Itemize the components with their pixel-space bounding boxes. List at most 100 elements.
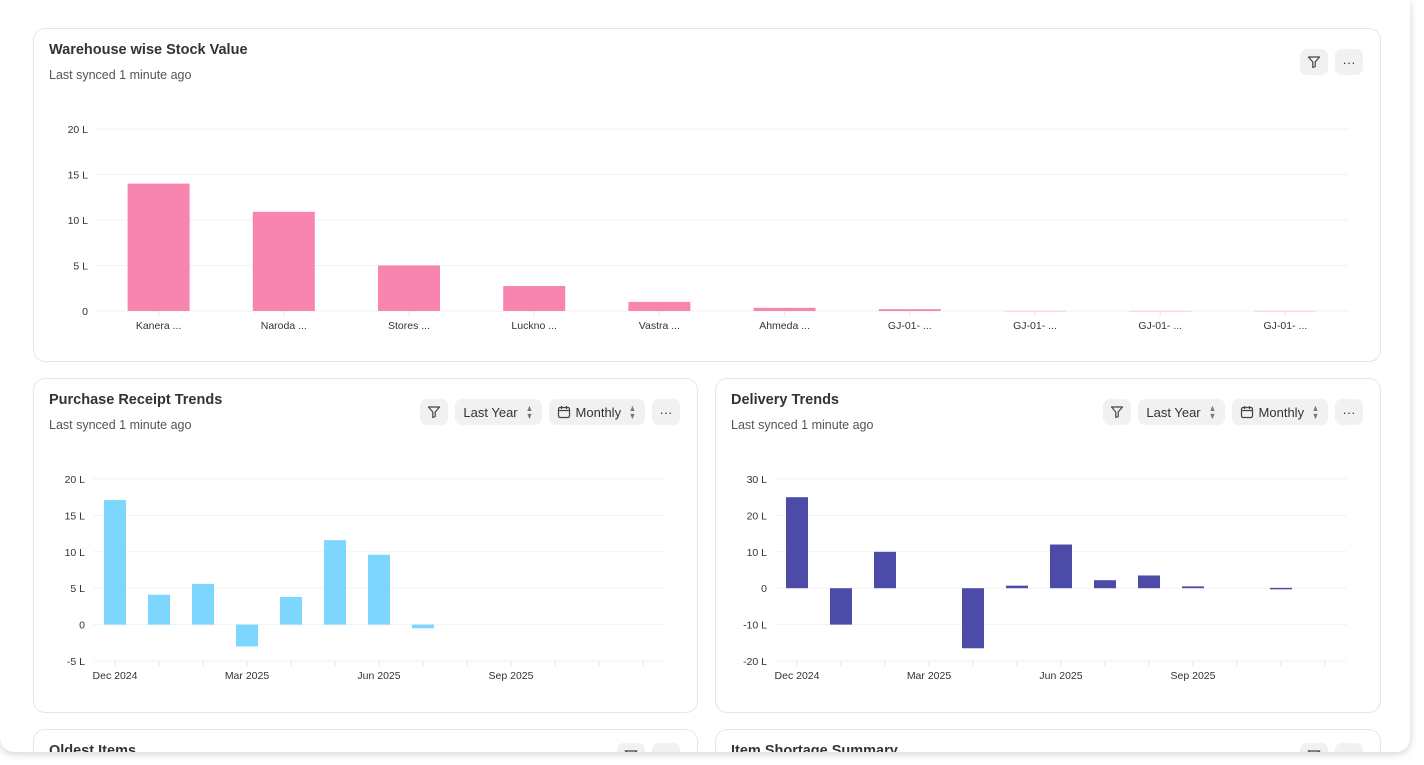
bar xyxy=(378,265,440,311)
bar xyxy=(412,624,434,629)
x-tick-label: GJ-01- ... xyxy=(1013,320,1057,332)
purchase-bar-chart: -5 L 0 5 L 10 L 15 L 20 L Dec 2024 Mar 2025 Jun … xyxy=(65,474,665,682)
calendar-icon xyxy=(557,405,571,419)
bar xyxy=(1050,544,1072,589)
bar xyxy=(252,211,315,311)
x-tick-label: Dec 2024 xyxy=(775,670,820,682)
chevron-up-down-icon: ▲ ▼ xyxy=(1208,403,1216,421)
calendar-icon xyxy=(1240,405,1254,419)
y-tick-label: -20 L xyxy=(743,656,767,668)
warehouse-bar-chart: 0 5 L 10 L 15 L 20 L Kanera ... Naroda ... Stor… xyxy=(68,124,1348,332)
x-tick-label: Jun 2025 xyxy=(357,670,400,682)
y-tick-label: 15 L xyxy=(65,510,86,522)
item-shortage-summary-card: Item Shortage Summary xyxy=(715,729,1381,752)
bar xyxy=(368,554,390,625)
y-tick-label: 15 L xyxy=(68,170,89,182)
more-options-button[interactable] xyxy=(652,743,680,752)
card-title: Delivery Trends xyxy=(731,392,839,408)
last-synced-text: Last synced 1 minute ago xyxy=(49,68,192,82)
y-tick-label: 20 L xyxy=(68,124,89,136)
filter-button[interactable] xyxy=(617,743,645,752)
bar xyxy=(830,588,852,625)
bar xyxy=(503,285,566,311)
x-tick-label: Kanera ... xyxy=(136,320,182,332)
bar xyxy=(628,301,691,311)
chevron-up-down-icon: ▲ ▼ xyxy=(525,403,533,421)
bar xyxy=(753,307,816,311)
x-tick-label: Vastra ... xyxy=(639,320,680,332)
filter-button[interactable] xyxy=(1300,743,1328,752)
bar xyxy=(1006,585,1028,589)
chevron-up-down-icon: ▲ ▼ xyxy=(1311,403,1320,421)
y-tick-label: -10 L xyxy=(743,620,767,632)
filter-button[interactable] xyxy=(420,399,449,425)
period-value: Last Year xyxy=(463,404,518,420)
y-tick-label: 10 L xyxy=(68,215,89,227)
x-tick-label: Mar 2025 xyxy=(907,670,952,682)
bar xyxy=(104,500,126,625)
bar xyxy=(192,583,214,625)
card-title: Purchase Receipt Trends xyxy=(49,392,223,408)
y-tick-label: 10 L xyxy=(65,547,86,559)
filter-button[interactable] xyxy=(1300,49,1328,75)
card-title: Warehouse wise Stock Value xyxy=(49,42,248,58)
dashboard: Warehouse wise Stock Value Last synced 1… xyxy=(33,28,1381,752)
filter-icon xyxy=(1307,55,1321,69)
warehouse-stock-value-card: Warehouse wise Stock Value Last synced 1… xyxy=(33,28,1381,362)
oldest-items-card: Oldest Items xyxy=(33,729,698,752)
bar xyxy=(1182,586,1204,589)
bar xyxy=(148,594,170,625)
bar xyxy=(1094,580,1116,589)
more-options-button[interactable]: ··· xyxy=(1335,399,1363,425)
more-options-button[interactable]: ··· xyxy=(652,399,680,425)
bar xyxy=(1270,587,1292,590)
y-tick-label: 5 L xyxy=(70,583,85,595)
more-horizontal-icon: ··· xyxy=(1342,54,1356,70)
period-value: Last Year xyxy=(1146,404,1201,420)
bar xyxy=(280,596,302,625)
period-select[interactable]: Last Year ▲ ▼ xyxy=(455,399,542,425)
bar xyxy=(874,551,896,589)
last-synced-text: Last synced 1 minute ago xyxy=(49,418,192,432)
bar xyxy=(878,309,941,311)
bar xyxy=(962,588,984,649)
y-tick-label: 0 xyxy=(82,306,88,318)
period-select[interactable]: Last Year ▲ ▼ xyxy=(1138,399,1225,425)
filter-icon xyxy=(427,405,441,419)
x-tick-label: Dec 2024 xyxy=(93,670,138,682)
y-tick-label: 0 xyxy=(79,620,85,632)
y-tick-label: -5 L xyxy=(67,656,85,668)
bar xyxy=(786,497,808,589)
bar xyxy=(127,183,190,311)
x-tick-label: Jun 2025 xyxy=(1039,670,1082,682)
bar xyxy=(1138,575,1160,589)
x-tick-label: GJ-01- ... xyxy=(1138,320,1182,332)
last-synced-text: Last synced 1 minute ago xyxy=(731,418,874,432)
delivery-trends-card: Delivery Trends Last synced 1 minute ago… xyxy=(715,378,1381,713)
delivery-bar-chart: -20 L -10 L 0 10 L 20 L 30 L Dec 2024 Mar 2025 J… xyxy=(743,474,1347,682)
more-options-button[interactable]: ··· xyxy=(1335,49,1363,75)
card-title: Item Shortage Summary xyxy=(731,743,898,752)
filter-button[interactable] xyxy=(1103,399,1132,425)
purchase-receipt-trends-card: Purchase Receipt Trends Last synced 1 mi… xyxy=(33,378,698,713)
more-options-button[interactable] xyxy=(1335,743,1363,752)
bar xyxy=(324,540,346,625)
interval-value: Monthly xyxy=(1258,404,1305,420)
interval-value: Monthly xyxy=(575,404,622,420)
more-horizontal-icon: ··· xyxy=(1342,404,1356,420)
chevron-up-down-icon: ▲ ▼ xyxy=(628,403,637,421)
filter-icon xyxy=(1110,405,1124,419)
x-tick-label: Sep 2025 xyxy=(1171,670,1216,682)
x-tick-label: Mar 2025 xyxy=(225,670,270,682)
card-title: Oldest Items xyxy=(49,743,137,752)
interval-select[interactable]: Monthly ▲ ▼ xyxy=(1231,399,1328,425)
bar xyxy=(236,624,258,647)
y-tick-label: 30 L xyxy=(747,474,768,486)
interval-select[interactable]: Monthly ▲ ▼ xyxy=(548,399,645,425)
x-tick-label: Stores ... xyxy=(388,320,430,332)
x-tick-label: Sep 2025 xyxy=(489,670,534,682)
x-tick-label: Luckno ... xyxy=(511,320,557,332)
y-tick-label: 20 L xyxy=(747,510,768,522)
x-tick-label: GJ-01- ... xyxy=(888,320,932,332)
y-tick-label: 10 L xyxy=(747,547,768,559)
